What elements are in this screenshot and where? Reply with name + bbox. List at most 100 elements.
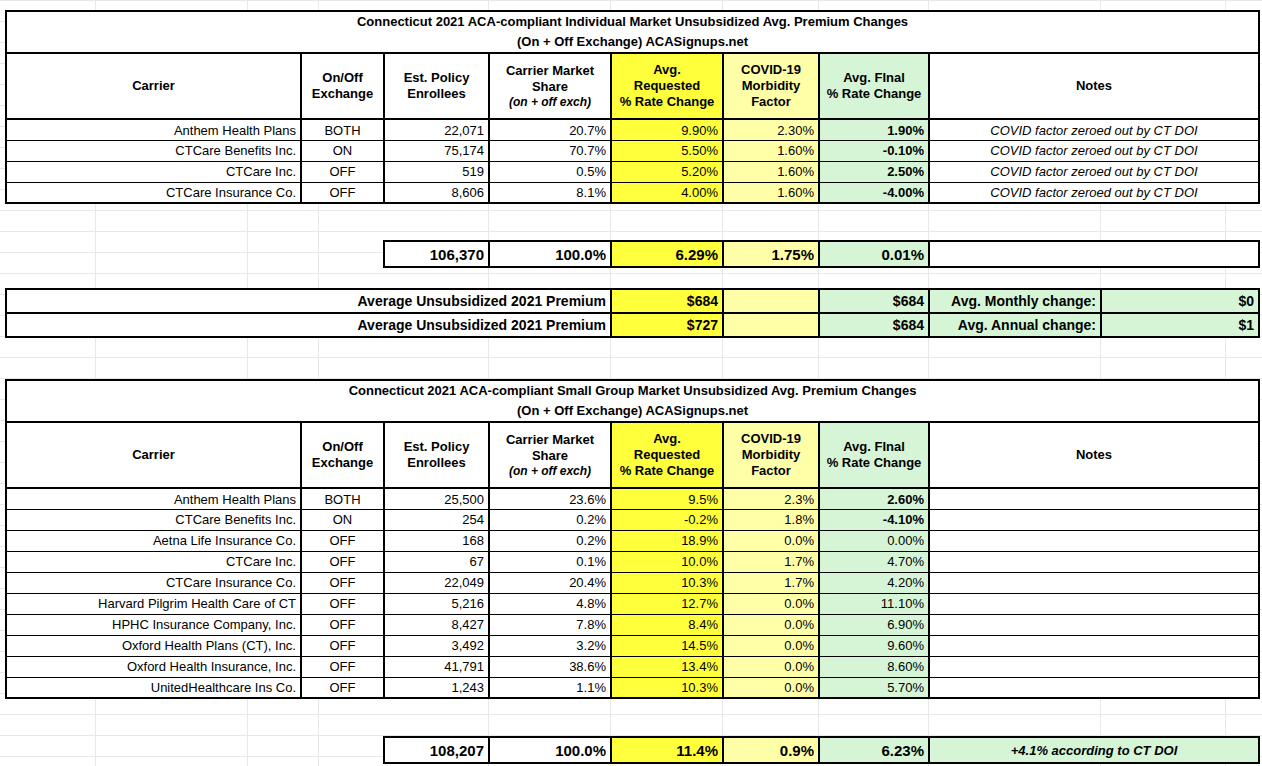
cell-note — [929, 614, 1259, 635]
cell-covid: 1.60% — [723, 161, 819, 182]
column-header-share-sub: (on + off exch) — [494, 95, 606, 110]
total-note: +4.1% according to CT DOI — [929, 737, 1259, 763]
cell-note — [929, 551, 1259, 572]
cell-final: 0.00% — [819, 530, 929, 551]
cell-covid: 1.60% — [723, 140, 819, 161]
cell-carrier: Aetna Life Insurance Co. — [6, 530, 301, 551]
cell-note — [929, 572, 1259, 593]
individual-market-table: Connecticut 2021 ACA-compliant Individua… — [5, 10, 1260, 204]
cell-requested: 5.20% — [611, 161, 723, 182]
cell-carrier: Oxford Health Plans (CT), Inc. — [6, 635, 301, 656]
cell-note — [929, 488, 1259, 509]
table-row: CTCare Inc.OFF5190.5%5.20%1.60%2.50%COVI… — [6, 161, 1259, 182]
cell-exchange: OFF — [301, 182, 384, 203]
column-header-carrier: Carrier — [6, 53, 301, 119]
table-title-line2: (On + Off Exchange) ACASignups.net — [11, 32, 1254, 52]
cell-enrollees: 8,427 — [384, 614, 489, 635]
total-final: 0.01% — [819, 241, 929, 267]
cell-carrier: CTCare Benefits Inc. — [6, 509, 301, 530]
table-title-line1: Connecticut 2021 ACA-compliant Small Gro… — [11, 381, 1254, 401]
cell-carrier: Harvard Pilgrim Health Care of CT — [6, 593, 301, 614]
cell-share: 0.5% — [489, 161, 611, 182]
cell-covid: 0.0% — [723, 593, 819, 614]
cell-note: COVID factor zeroed out by CT DOI — [929, 140, 1259, 161]
cell-carrier: CTCare Inc. — [6, 161, 301, 182]
cell-final: 4.70% — [819, 551, 929, 572]
cell-covid: 0.0% — [723, 530, 819, 551]
cell-share: 0.2% — [489, 530, 611, 551]
total-enrollees: 106,370 — [384, 241, 489, 267]
table-row: CTCare Benefits Inc.ON75,17470.7%5.50%1.… — [6, 140, 1259, 161]
cell-covid: 1.7% — [723, 572, 819, 593]
cell-exchange: ON — [301, 140, 384, 161]
cell-requested: 18.9% — [611, 530, 723, 551]
cell-covid: 0.0% — [723, 614, 819, 635]
cell-final: 11.10% — [819, 593, 929, 614]
table-row: Aetna Life Insurance Co.OFF1680.2%18.9%0… — [6, 530, 1259, 551]
individual-market-totals-row: 106,370 100.0% 6.29% 1.75% 0.01% — [383, 240, 1260, 268]
cell-share: 20.7% — [489, 119, 611, 140]
cell-note — [929, 509, 1259, 530]
premium-change-value: $0 — [1101, 289, 1259, 313]
column-header-covid: COVID-19 Morbidity Factor — [723, 53, 819, 119]
cell-enrollees: 22,071 — [384, 119, 489, 140]
cell-carrier: UnitedHealthcare Ins Co. — [6, 677, 301, 698]
column-header-requested: Avg. Requested % Rate Change — [611, 422, 723, 488]
cell-carrier: CTCare Insurance Co. — [6, 182, 301, 203]
table-row: CTCare Inc.OFF670.1%10.0%1.7%4.70% — [6, 551, 1259, 572]
premium-row: Average Unsubsidized 2021 Premium $684 $… — [6, 289, 1259, 313]
cell-note — [929, 677, 1259, 698]
table-row: Oxford Health Insurance, Inc.OFF41,79138… — [6, 656, 1259, 677]
cell-requested: 10.3% — [611, 572, 723, 593]
cell-covid: 2.30% — [723, 119, 819, 140]
cell-covid: 1.8% — [723, 509, 819, 530]
cell-enrollees: 3,492 — [384, 635, 489, 656]
cell-exchange: OFF — [301, 530, 384, 551]
cell-requested: 13.4% — [611, 656, 723, 677]
cell-enrollees: 254 — [384, 509, 489, 530]
cell-final: 2.50% — [819, 161, 929, 182]
small-group-market-table: Connecticut 2021 ACA-compliant Small Gro… — [5, 379, 1260, 699]
cell-note: COVID factor zeroed out by CT DOI — [929, 161, 1259, 182]
cell-final: 6.90% — [819, 614, 929, 635]
table-row: Harvard Pilgrim Health Care of CTOFF5,21… — [6, 593, 1259, 614]
cell-share: 4.8% — [489, 593, 611, 614]
cell-final: 4.20% — [819, 572, 929, 593]
cell-enrollees: 25,500 — [384, 488, 489, 509]
premium-change-label: Avg. Monthly change: — [929, 289, 1101, 313]
cell-carrier: CTCare Benefits Inc. — [6, 140, 301, 161]
total-requested: 6.29% — [611, 241, 723, 267]
cell-share: 38.6% — [489, 656, 611, 677]
cell-requested: 8.4% — [611, 614, 723, 635]
premium-final: $684 — [819, 289, 929, 313]
premium-change-label: Avg. Annual change: — [929, 313, 1101, 337]
cell-enrollees: 1,243 — [384, 677, 489, 698]
cell-note — [929, 593, 1259, 614]
total-covid: 0.9% — [723, 737, 819, 763]
total-share: 100.0% — [489, 737, 611, 763]
table-title-line1: Connecticut 2021 ACA-compliant Individua… — [11, 12, 1254, 32]
column-header-carrier: Carrier — [6, 422, 301, 488]
cell-final: -4.10% — [819, 509, 929, 530]
cell-share: 0.1% — [489, 551, 611, 572]
cell-enrollees: 5,216 — [384, 593, 489, 614]
table-row: HPHC Insurance Company, Inc.OFF8,4277.8%… — [6, 614, 1259, 635]
cell-covid: 0.0% — [723, 677, 819, 698]
cell-exchange: OFF — [301, 614, 384, 635]
cell-carrier: CTCare Insurance Co. — [6, 572, 301, 593]
cell-enrollees: 8,606 — [384, 182, 489, 203]
cell-share: 3.2% — [489, 635, 611, 656]
table-row: CTCare Insurance Co.OFF22,04920.4%10.3%1… — [6, 572, 1259, 593]
table-row: Anthem Health PlansBOTH25,50023.6%9.5%2.… — [6, 488, 1259, 509]
column-header-share: Carrier Market Share(on + off exch) — [489, 53, 611, 119]
cell-note — [929, 656, 1259, 677]
cell-covid: 0.0% — [723, 635, 819, 656]
cell-requested: 5.50% — [611, 140, 723, 161]
cell-share: 7.8% — [489, 614, 611, 635]
column-header-final: Avg. FInal % Rate Change — [819, 53, 929, 119]
column-header-share-sub: (on + off exch) — [494, 464, 606, 479]
table-title: Connecticut 2021 ACA-compliant Small Gro… — [6, 380, 1259, 422]
cell-requested: 9.90% — [611, 119, 723, 140]
premium-requested: $727 — [611, 313, 723, 337]
cell-enrollees: 75,174 — [384, 140, 489, 161]
